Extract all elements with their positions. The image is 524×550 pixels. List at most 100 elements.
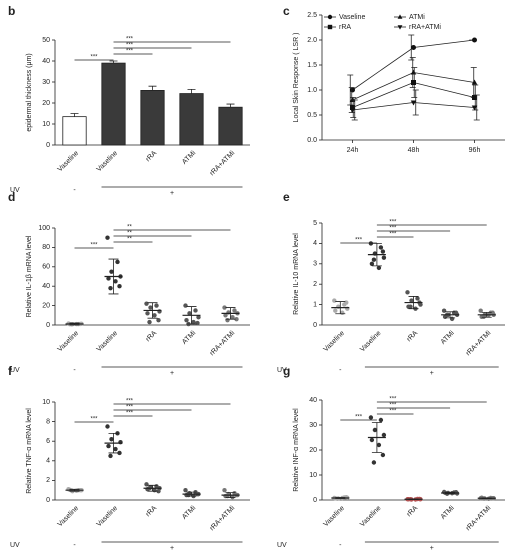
data-point bbox=[117, 450, 122, 456]
sd-bar bbox=[408, 296, 419, 310]
uv-plus: + bbox=[170, 545, 174, 550]
panel-label: b bbox=[8, 4, 15, 18]
y-tick-label: 10 bbox=[309, 472, 317, 479]
data-point bbox=[380, 249, 386, 254]
uv-plus: + bbox=[170, 190, 174, 197]
x-tick-label: rRA+ATMi bbox=[209, 504, 237, 532]
data-point bbox=[378, 417, 384, 423]
marker bbox=[472, 37, 477, 43]
x-tick-label: rRA+ATMi bbox=[465, 329, 493, 357]
sd-bar bbox=[147, 484, 158, 492]
x-tick-label: ATMi bbox=[181, 504, 197, 520]
y-axis-label: Relative IL-10 mRNA level bbox=[293, 233, 300, 315]
sd-bar bbox=[481, 497, 492, 500]
sd-bar bbox=[69, 322, 80, 326]
sd-bar bbox=[186, 491, 197, 497]
significance-label: *** bbox=[355, 415, 363, 421]
data-point bbox=[340, 310, 345, 315]
panel-label: g bbox=[283, 364, 290, 378]
bar bbox=[140, 90, 165, 146]
uv-plus: + bbox=[430, 545, 434, 550]
panel-label: e bbox=[283, 190, 290, 204]
y-tick-label: 20 bbox=[42, 100, 50, 107]
data-point bbox=[115, 259, 120, 265]
y-tick-label: 10 bbox=[42, 399, 50, 406]
y-tick-label: 100 bbox=[38, 225, 50, 232]
x-tick-label: rRA+ATMi bbox=[209, 149, 237, 177]
data-point bbox=[230, 494, 235, 500]
data-point bbox=[333, 308, 338, 313]
marker bbox=[349, 97, 356, 102]
x-tick-label: ATMi bbox=[440, 504, 456, 520]
bar bbox=[179, 93, 204, 146]
y-tick-label: 10 bbox=[42, 121, 50, 128]
y-tick-label: 40 bbox=[42, 283, 50, 290]
data-point bbox=[371, 460, 377, 465]
data-point bbox=[234, 316, 239, 322]
data-point bbox=[183, 488, 188, 493]
data-point bbox=[368, 415, 374, 420]
error-bar bbox=[226, 103, 235, 108]
significance-label: *** bbox=[389, 226, 397, 232]
significance-label: *** bbox=[355, 238, 363, 244]
data-point bbox=[380, 452, 386, 458]
bar bbox=[218, 106, 243, 146]
x-tick-label: rRA+ATMi bbox=[465, 504, 493, 532]
y-tick-label: 30 bbox=[42, 79, 50, 86]
y-tick-label: 40 bbox=[309, 397, 317, 404]
data-point bbox=[117, 284, 122, 289]
error-bar bbox=[70, 113, 79, 117]
data-point bbox=[371, 257, 377, 262]
data-point bbox=[378, 245, 384, 250]
data-point bbox=[232, 308, 237, 313]
y-axis-label: Local Skin Response ( LSR ) bbox=[293, 33, 300, 123]
data-point bbox=[222, 488, 227, 493]
data-point bbox=[144, 301, 149, 306]
y-tick-label: 0.0 bbox=[307, 137, 317, 144]
y-axis-label: Relative IL-1β mRNA level bbox=[26, 235, 33, 317]
data-point bbox=[147, 319, 152, 325]
x-tick-label: Vaseline bbox=[57, 150, 81, 174]
significance-label: *** bbox=[389, 220, 397, 226]
data-point bbox=[376, 442, 382, 448]
significance-label: *** bbox=[126, 411, 134, 417]
x-tick-label: rRA bbox=[145, 505, 159, 519]
uv-label: UV bbox=[277, 542, 287, 549]
legend-label: Vaseline bbox=[339, 14, 365, 21]
y-tick-label: 2 bbox=[313, 281, 317, 288]
sd-bar bbox=[408, 498, 419, 500]
bar bbox=[62, 116, 87, 146]
significance-label: *** bbox=[126, 405, 134, 411]
data-point bbox=[109, 437, 114, 442]
sd-bar bbox=[335, 497, 346, 499]
data-point bbox=[415, 296, 420, 301]
significance-label: ** bbox=[127, 231, 132, 237]
data-point bbox=[222, 305, 227, 310]
y-tick-label: 0 bbox=[313, 322, 317, 329]
bar bbox=[101, 62, 126, 146]
data-point bbox=[369, 261, 375, 266]
y-tick-label: 0 bbox=[46, 322, 50, 329]
data-point bbox=[372, 427, 378, 433]
panel-label: c bbox=[283, 4, 290, 18]
y-tick-label: 4 bbox=[313, 240, 317, 247]
uv-minus: - bbox=[339, 367, 342, 374]
x-tick-label: 24h bbox=[347, 147, 359, 154]
marker bbox=[327, 14, 333, 20]
y-tick-label: 0 bbox=[46, 142, 50, 149]
data-point bbox=[195, 320, 200, 326]
significance-label: *** bbox=[90, 55, 98, 61]
data-point bbox=[105, 235, 110, 240]
uv-label: UV bbox=[10, 367, 20, 374]
y-tick-label: 8 bbox=[46, 418, 50, 425]
uv-minus: - bbox=[73, 187, 76, 194]
error-bar bbox=[148, 85, 157, 91]
data-point bbox=[113, 446, 118, 452]
data-point bbox=[108, 285, 113, 291]
data-point bbox=[144, 482, 149, 487]
data-point bbox=[225, 317, 230, 323]
data-point bbox=[106, 276, 111, 281]
significance-label: *** bbox=[90, 417, 98, 423]
significance-label: *** bbox=[90, 243, 98, 249]
